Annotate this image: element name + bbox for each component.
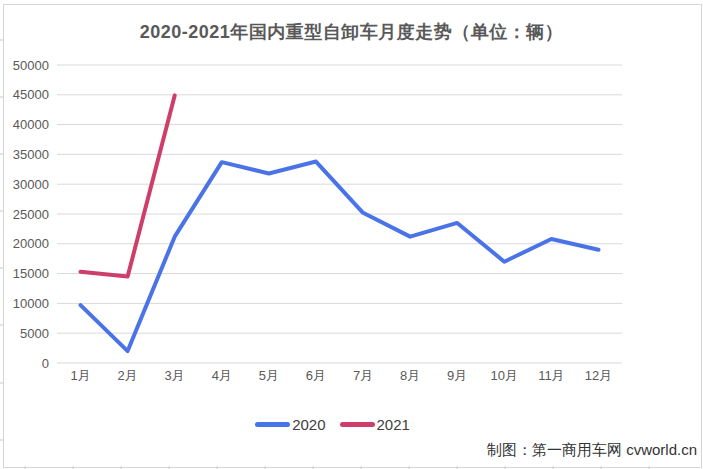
x-axis-label: 7月 — [353, 368, 373, 383]
series-line-2020 — [81, 162, 599, 352]
y-axis-label: 20000 — [13, 236, 49, 251]
y-axis-label: 30000 — [13, 177, 49, 192]
x-axis-label: 8月 — [400, 368, 420, 383]
y-axis-label: 40000 — [13, 117, 49, 132]
y-axis-label: 15000 — [13, 266, 49, 281]
y-axis-label: 25000 — [13, 207, 49, 222]
x-axis-label: 6月 — [306, 368, 326, 383]
legend-swatch-2020 — [255, 422, 290, 427]
credit-text: 制图：第一商用车网 cvworld.cn — [487, 441, 697, 460]
line-chart-plot: 0 5000 10000 15000 20000 25000 30000 35000 40000… — [0, 0, 703, 469]
chart-title: 2020-2021年国内重型自卸车月度走势（单位：辆） — [0, 20, 703, 44]
x-axis-label: 10月 — [491, 368, 518, 383]
y-axis-label: 10000 — [13, 296, 49, 311]
chart-frame: 0 5000 10000 15000 20000 25000 30000 35000 40000… — [0, 0, 703, 469]
x-axis-label: 5月 — [259, 368, 279, 383]
chart-legend: 2020 2021 — [0, 416, 703, 433]
series-line-2021 — [81, 95, 175, 276]
x-axis-label: 4月 — [212, 368, 232, 383]
y-axis-label: 0 — [42, 356, 49, 371]
x-axis-label: 11月 — [538, 368, 565, 383]
x-axis-label: 9月 — [447, 368, 467, 383]
legend-label-2020: 2020 — [292, 416, 325, 433]
y-axis-label: 45000 — [13, 87, 49, 102]
x-axis-label: 3月 — [165, 368, 185, 383]
y-axis-label: 5000 — [20, 326, 49, 341]
legend-swatch-2021 — [340, 422, 375, 427]
y-axis-label: 50000 — [13, 58, 49, 73]
y-axis-label: 35000 — [13, 147, 49, 162]
legend-item-2021: 2021 — [340, 416, 410, 433]
x-axis-label: 1月 — [70, 368, 90, 383]
chart-legend-items: 2020 2021 — [255, 416, 410, 433]
legend-label-2021: 2021 — [377, 416, 410, 433]
x-axis-label: 12月 — [585, 368, 612, 383]
x-axis-label: 2月 — [118, 368, 138, 383]
legend-item-2020: 2020 — [255, 416, 325, 433]
